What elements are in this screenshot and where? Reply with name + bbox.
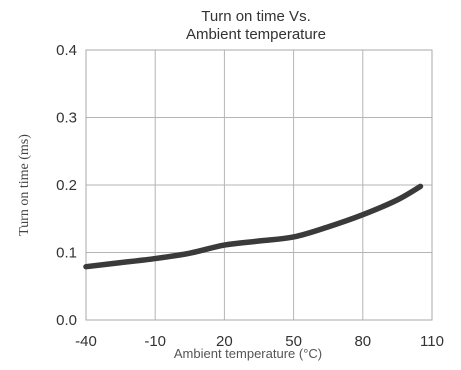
data-point-8 [361, 213, 364, 216]
x-axis-ticks: -40 -10 20 50 80 110 [75, 333, 444, 350]
data-point-3 [188, 252, 191, 255]
x-tick-label: 50 [285, 333, 302, 350]
x-tick-label: -10 [144, 333, 166, 350]
y-axis-label: Turn on time (ms) [17, 134, 32, 236]
data-point-6 [292, 235, 295, 238]
y-tick-label: 0.2 [56, 177, 77, 194]
x-axis-label: Ambient temperature (°C) [174, 346, 322, 361]
y-axis-ticks: 0.0 0.1 0.2 0.3 0.4 [56, 42, 77, 329]
chart-title-line-2: Ambient temperature [186, 26, 326, 43]
chart-title-line-1: Turn on time Vs. [201, 8, 310, 25]
x-tick-label: -40 [75, 333, 97, 350]
data-point-2 [154, 257, 157, 260]
x-tick-label: 80 [354, 333, 371, 350]
series-points [85, 185, 422, 268]
data-point-0 [85, 265, 87, 268]
data-point-7 [327, 225, 330, 228]
data-point-1 [119, 261, 122, 264]
y-tick-label: 0.0 [56, 312, 77, 329]
y-tick-label: 0.4 [56, 42, 77, 59]
y-tick-label: 0.3 [56, 110, 77, 127]
data-point-9 [396, 198, 399, 201]
y-tick-label: 0.1 [56, 245, 77, 262]
grid [85, 49, 433, 321]
data-point-10 [419, 185, 422, 188]
x-tick-label: 110 [420, 333, 444, 350]
data-point-5 [258, 240, 260, 243]
data-point-4 [223, 244, 226, 247]
series-line [83, 183, 424, 270]
x-tick-label: 20 [216, 333, 233, 350]
plot-frame [85, 49, 433, 321]
